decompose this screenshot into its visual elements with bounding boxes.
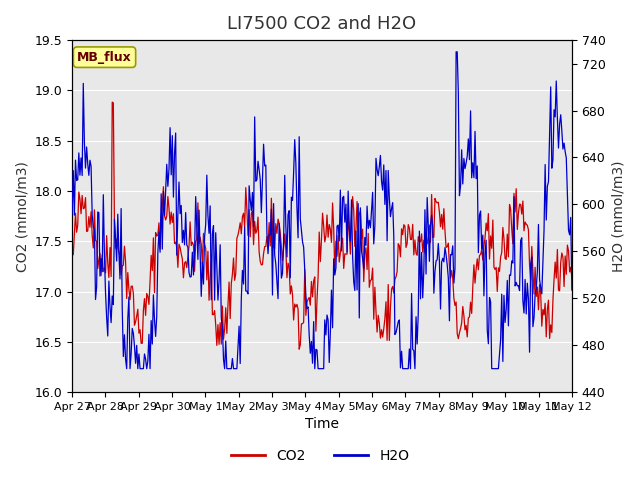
X-axis label: Time: Time: [305, 418, 339, 432]
Y-axis label: CO2 (mmol/m3): CO2 (mmol/m3): [15, 161, 29, 272]
Text: MB_flux: MB_flux: [77, 51, 132, 64]
Y-axis label: H2O (mmol/m3): H2O (mmol/m3): [611, 160, 625, 272]
Legend: CO2, H2O: CO2, H2O: [225, 443, 415, 468]
Title: LI7500 CO2 and H2O: LI7500 CO2 and H2O: [227, 15, 417, 33]
